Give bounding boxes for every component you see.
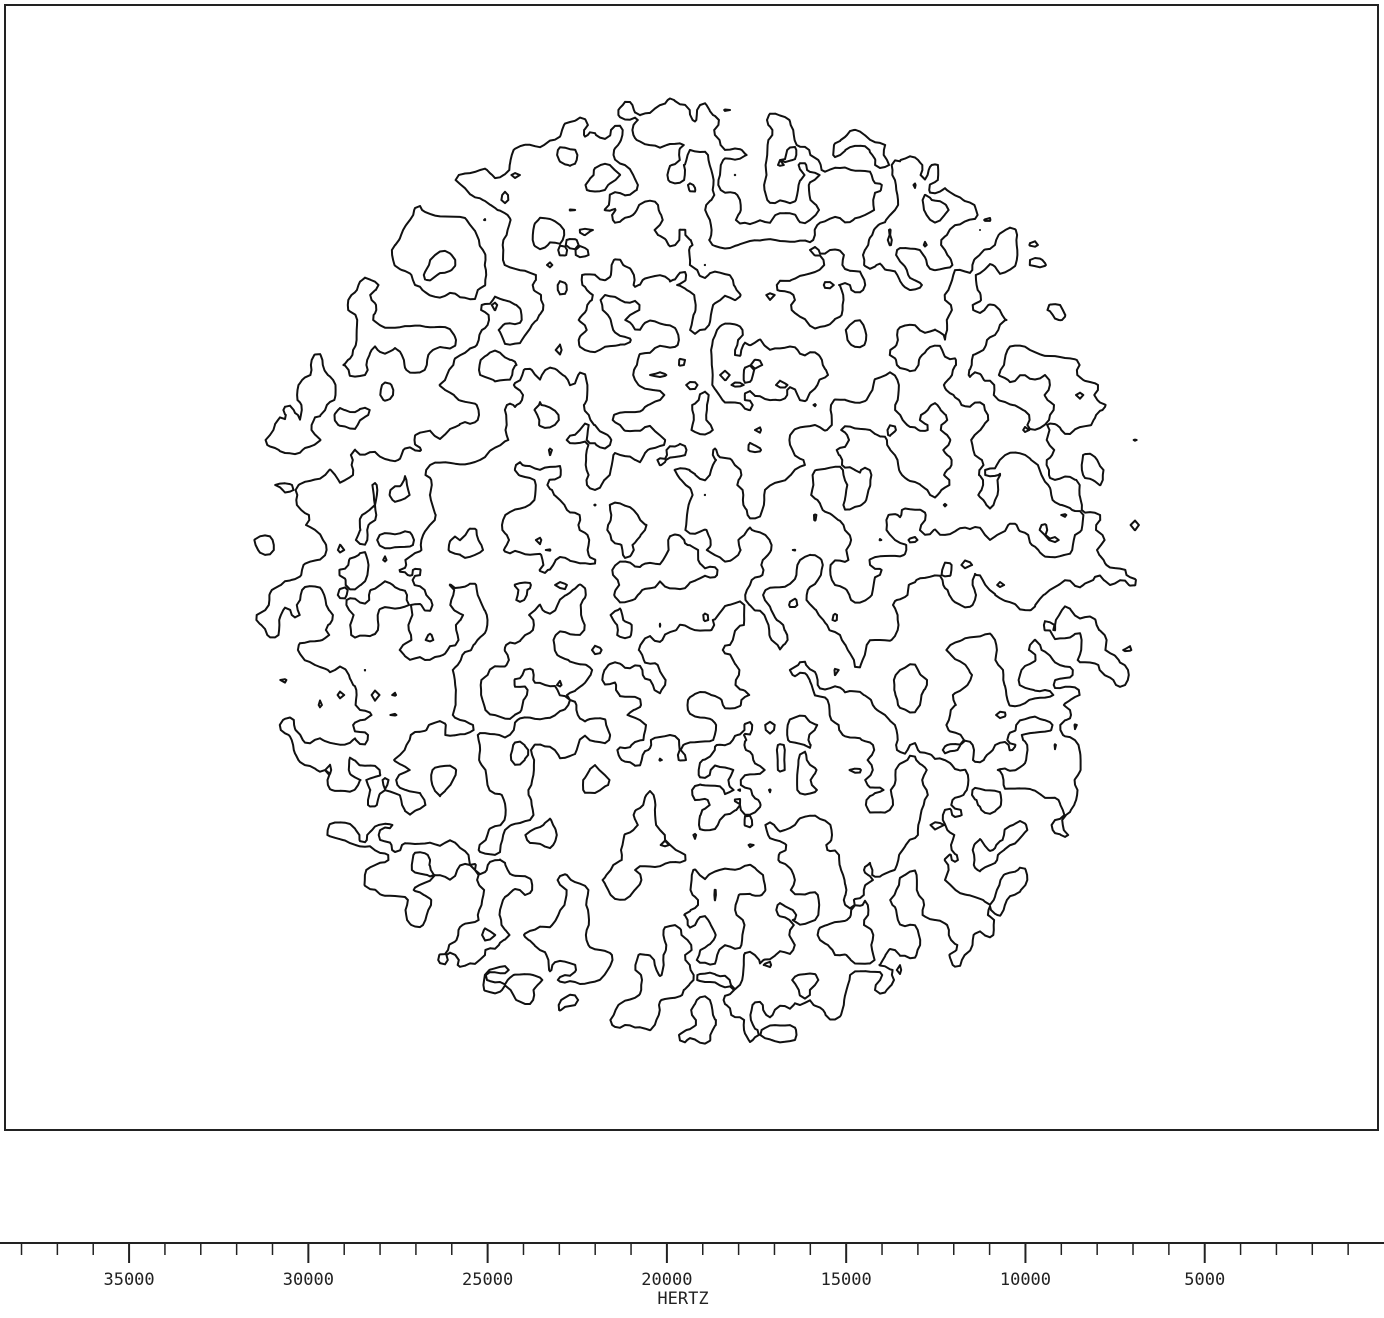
x-tick-label: 15000 bbox=[821, 1270, 872, 1290]
x-tick-label: 10000 bbox=[1000, 1270, 1051, 1290]
x-tick-label: 35000 bbox=[103, 1270, 154, 1290]
contour bbox=[254, 99, 1139, 1044]
chart: HERTZ 35000 30000 25000 20000 15000 10000 5000 bbox=[0, 0, 1384, 1318]
x-tick-label: 30000 bbox=[283, 1270, 334, 1290]
x-axis-label: HERTZ bbox=[657, 1289, 708, 1309]
plot-frame bbox=[5, 5, 1378, 1130]
x-tick-label: 25000 bbox=[462, 1270, 513, 1290]
page: HERTZ 35000 30000 25000 20000 15000 10000 5000… bbox=[0, 0, 1384, 1318]
x-tick-label: 20000 bbox=[641, 1270, 692, 1290]
x-tick-label: 5000 bbox=[1184, 1270, 1225, 1290]
